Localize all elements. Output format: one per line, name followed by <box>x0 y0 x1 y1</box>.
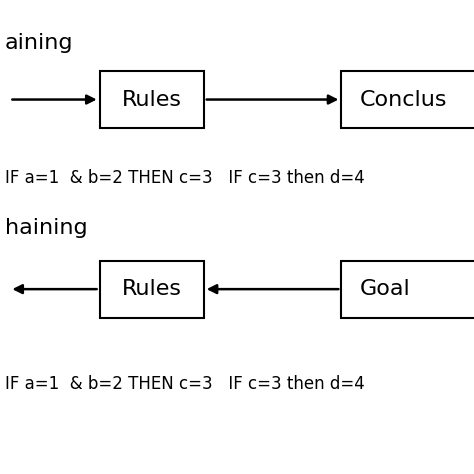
Text: Conclus: Conclus <box>360 90 448 109</box>
Bar <box>100 71 204 128</box>
Text: aining: aining <box>5 33 73 53</box>
Text: IF a=1  & b=2 THEN c=3   IF c=3 then d=4: IF a=1 & b=2 THEN c=3 IF c=3 then d=4 <box>5 375 365 393</box>
Bar <box>100 261 204 318</box>
Bar <box>341 261 474 318</box>
Text: haining: haining <box>5 218 87 237</box>
Bar <box>341 71 474 128</box>
Text: Rules: Rules <box>122 279 182 299</box>
Text: Rules: Rules <box>122 90 182 109</box>
Text: Goal: Goal <box>360 279 411 299</box>
Text: IF a=1  & b=2 THEN c=3   IF c=3 then d=4: IF a=1 & b=2 THEN c=3 IF c=3 then d=4 <box>5 169 365 187</box>
